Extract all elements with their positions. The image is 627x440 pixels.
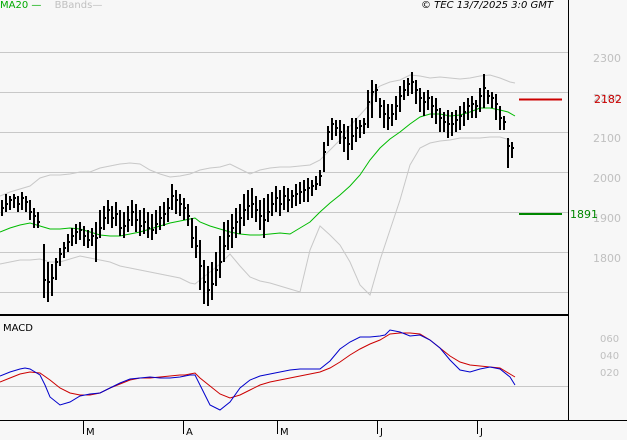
legend-ma20-label: MA20 <box>0 0 29 11</box>
legend-ma20: MA20 — <box>0 0 41 11</box>
x-axis-ticks <box>83 420 478 434</box>
macd-panel-label: MACD <box>3 323 33 334</box>
price-tick-1900: 1900 <box>593 212 621 225</box>
support-label: 1891 <box>570 208 598 221</box>
ohlc-bars <box>1 72 514 306</box>
price-tick-1800: 1800 <box>593 252 621 265</box>
bollinger-bands <box>0 74 516 296</box>
resistance-label: 2182 <box>594 93 622 106</box>
macd-main-line <box>0 329 516 411</box>
x-tick-july: J <box>480 427 483 438</box>
x-tick-may: M <box>280 427 289 438</box>
macd-tick-020: 020 <box>600 368 620 379</box>
price-tick-2100: 2100 <box>593 132 621 145</box>
copyright-timestamp: © TEC 13/7/2025 3:0 GMT <box>421 0 553 11</box>
macd-lines <box>0 329 516 411</box>
bband-lower <box>0 136 511 296</box>
macd-tick-040: 040 <box>600 351 620 362</box>
chart-legend: MA20 — BBands— <box>0 0 102 12</box>
price-tick-2000: 2000 <box>593 172 621 185</box>
x-tick-march: M <box>86 427 95 438</box>
macd-tick-060: 060 <box>600 334 620 345</box>
bband-upper <box>0 74 516 197</box>
price-tick-2200: 2200 <box>593 92 621 105</box>
legend-bbands: BBands— <box>55 0 103 11</box>
x-tick-april: A <box>186 427 193 438</box>
x-tick-june: J <box>380 427 383 438</box>
price-tick-2300: 2300 <box>593 52 621 65</box>
legend-ma20-swatch: — <box>31 0 42 11</box>
legend-bbands-label: BBands <box>54 0 93 11</box>
macd-signal-line <box>0 332 516 399</box>
price-gridlines <box>0 52 568 293</box>
legend-bbands-swatch: — <box>92 0 103 11</box>
